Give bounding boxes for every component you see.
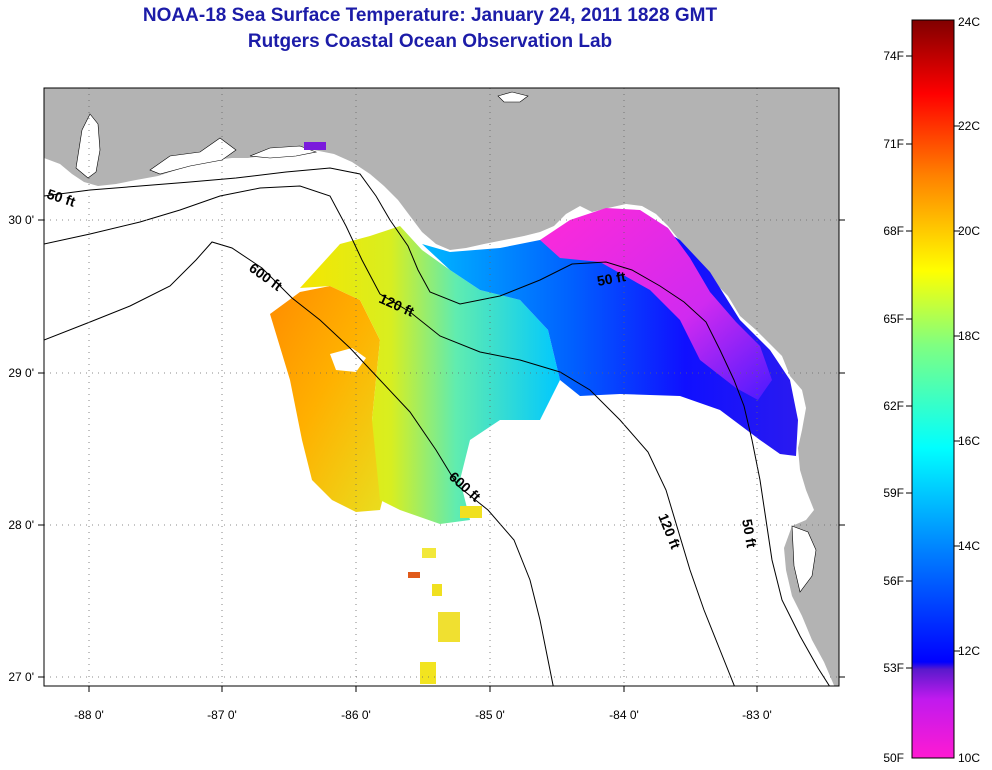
sst-overlay [270, 142, 798, 684]
map-title: NOAA-18 Sea Surface Temperature: January… [142, 5, 718, 26]
colorbar: 74F 71F 68F 65F 62F 59F 56F 53F 50F 24C … [883, 15, 980, 765]
map-subtitle: Rutgers Coastal Ocean Observation Lab [247, 31, 613, 52]
colorbar-c-label: 20C [958, 224, 980, 238]
colorbar-f-label: 62F [883, 399, 904, 413]
lon-label: -83 0' [742, 708, 772, 722]
colorbar-f-label: 56F [883, 574, 904, 588]
land-mass [44, 88, 839, 686]
map-panel[interactable]: 50 ft 600 ft 120 ft 50 ft 600 ft 120 ft … [43, 87, 840, 690]
lat-label: 29 0' [8, 366, 34, 380]
contour-label-50ft-south: 50 ft [739, 518, 760, 549]
map-border [43, 87, 840, 687]
lon-label: -84 0' [609, 708, 639, 722]
colorbar-c-label: 22C [958, 119, 980, 133]
colorbar-f-label: 53F [883, 661, 904, 675]
colorbar-c-label: 18C [958, 329, 980, 343]
colorbar-f-label: 50F [883, 751, 904, 765]
mobile-bay [75, 113, 101, 179]
lat-label: 27 0' [8, 670, 34, 684]
colorbar-f-label: 74F [883, 49, 904, 63]
colorbar-c-label: 14C [958, 539, 980, 553]
lon-label: -86 0' [341, 708, 371, 722]
colorbar-f-label: 68F [883, 224, 904, 238]
colorbar-c-label: 16C [958, 434, 980, 448]
colorbar-f-label: 59F [883, 486, 904, 500]
colorbar-c-label: 10C [958, 751, 980, 765]
colorbar-f-label: 71F [883, 137, 904, 151]
tampa-bay [791, 525, 817, 593]
lon-label: -85 0' [475, 708, 505, 722]
lat-label: 28 0' [8, 518, 34, 532]
lat-label: 30 0' [8, 213, 34, 227]
lon-label: -88 0' [74, 708, 104, 722]
colorbar-f-label: 65F [883, 312, 904, 326]
colorbar-c-label: 12C [958, 644, 980, 658]
choctawhatchee-bay [249, 145, 318, 159]
graticule [44, 88, 839, 686]
lon-label: -87 0' [207, 708, 237, 722]
bathymetry-contours [44, 167, 831, 686]
pensacola-bay [149, 137, 237, 175]
colorbar-c-label: 24C [958, 15, 980, 29]
inland-lake [497, 91, 529, 103]
contour-label-50ft-bigbend: 50 ft [596, 268, 627, 289]
colorbar-gradient [911, 19, 955, 759]
axis-ticks [38, 219, 845, 692]
